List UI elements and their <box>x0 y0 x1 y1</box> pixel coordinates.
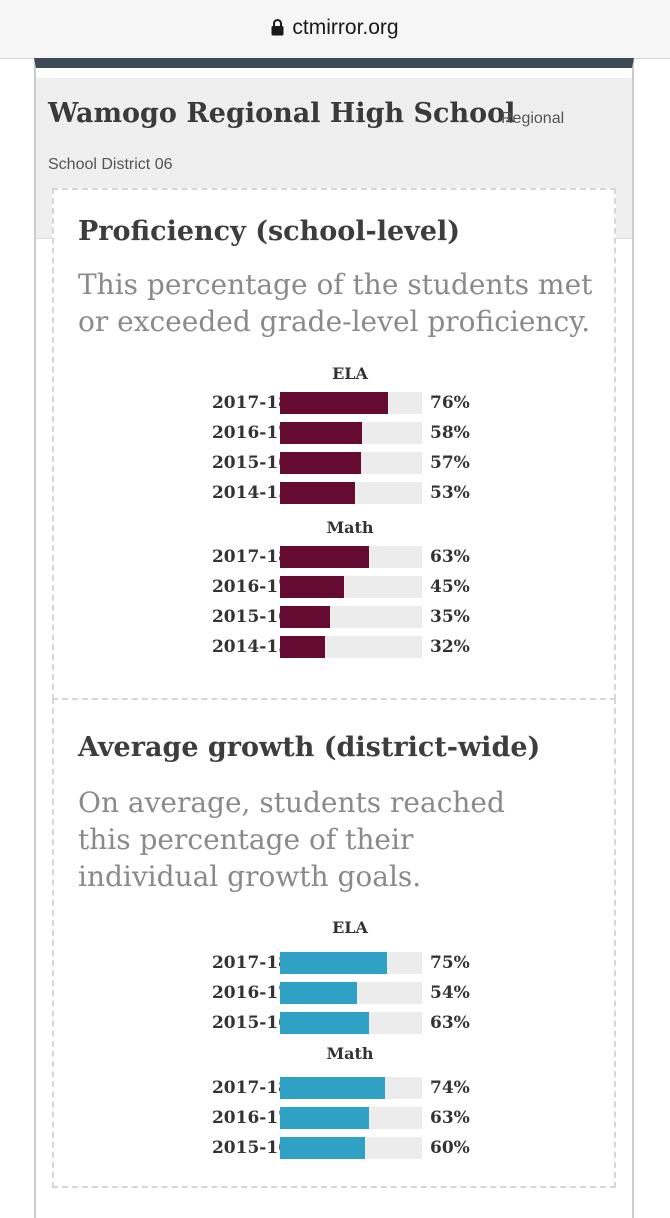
bar-row: 2014-15 32% <box>54 636 614 658</box>
bar-track <box>280 1107 422 1129</box>
bar-track <box>280 422 422 444</box>
subject-label: Math <box>326 1044 374 1063</box>
year-label: 2016-17 <box>211 1108 290 1128</box>
value-label: 53% <box>430 483 470 503</box>
bar-track <box>280 482 422 504</box>
year-label: 2016-17 <box>211 983 290 1003</box>
bar-row: 2016-17 58% <box>54 422 614 444</box>
bar-row: 2016-17 63% <box>54 1107 614 1129</box>
section-title: Proficiency (school-level) <box>78 216 461 247</box>
value-label: 35% <box>430 607 470 627</box>
bar-row: 2014-15 53% <box>54 482 614 504</box>
url-text: ctmirror.org <box>292 16 399 39</box>
bar-track <box>280 1077 422 1099</box>
value-label: 58% <box>430 423 470 443</box>
bar-track <box>280 952 422 974</box>
bar-fill <box>280 1012 370 1034</box>
section-description: On average, students reached this percen… <box>78 786 505 893</box>
bar-track <box>280 1012 422 1034</box>
subject-label: Math <box>326 518 374 537</box>
bar-fill <box>280 636 326 658</box>
bar-fill <box>280 482 356 504</box>
value-label: 63% <box>430 1013 470 1033</box>
bar-track <box>280 546 422 568</box>
bar-track <box>280 636 422 658</box>
year-label: 2016-17 <box>211 423 290 443</box>
district-name-part1: Regional <box>501 110 565 127</box>
subject-label: ELA <box>332 918 368 937</box>
url-display[interactable]: ctmirror.org <box>0 16 670 42</box>
bar-row: 2015-16 60% <box>54 1137 614 1159</box>
bar-row: 2016-17 54% <box>54 982 614 1004</box>
bar-fill <box>280 576 344 598</box>
bar-fill <box>280 392 388 414</box>
value-label: 63% <box>430 547 470 567</box>
bar-fill <box>280 452 361 474</box>
bar-row: 2015-16 63% <box>54 1012 614 1034</box>
bar-fill <box>280 606 330 628</box>
value-label: 63% <box>430 1108 470 1128</box>
bar-row: 2017-18 74% <box>54 1077 614 1099</box>
proficiency-panel: Proficiency (school-level) This percenta… <box>52 188 616 700</box>
value-label: 54% <box>430 983 470 1003</box>
value-label: 75% <box>430 953 470 973</box>
bar-fill <box>280 422 363 444</box>
year-label: 2017-18 <box>211 547 290 567</box>
value-label: 32% <box>430 637 470 657</box>
bar-fill <box>280 1077 386 1099</box>
value-label: 60% <box>430 1138 470 1158</box>
bar-fill <box>280 1107 370 1129</box>
school-card: Wamogo Regional High School Regional Sch… <box>34 58 634 1218</box>
bar-track <box>280 576 422 598</box>
year-label: 2017-18 <box>211 953 290 973</box>
value-label: 45% <box>430 577 470 597</box>
year-label: 2014-15 <box>211 483 290 503</box>
bar-fill <box>280 1137 366 1159</box>
bar-track <box>280 982 422 1004</box>
year-label: 2016-17 <box>211 577 290 597</box>
bar-track <box>280 392 422 414</box>
year-label: 2015-16 <box>211 607 290 627</box>
bar-row: 2017-18 76% <box>54 392 614 414</box>
year-label: 2017-18 <box>211 1078 290 1098</box>
school-name: Wamogo Regional High School <box>48 98 516 129</box>
bar-fill <box>280 982 357 1004</box>
section-title: Average growth (district-wide) <box>78 732 541 763</box>
year-label: 2015-16 <box>211 1013 290 1033</box>
browser-url-bar[interactable]: ctmirror.org <box>0 0 670 59</box>
bar-row: 2015-16 35% <box>54 606 614 628</box>
bar-row: 2017-18 75% <box>54 952 614 974</box>
growth-panel: Average growth (district-wide) On averag… <box>52 698 616 1188</box>
bar-track <box>280 606 422 628</box>
value-label: 74% <box>430 1078 470 1098</box>
year-label: 2015-16 <box>211 1138 290 1158</box>
bar-row: 2017-18 63% <box>54 546 614 568</box>
subject-label: ELA <box>332 364 368 383</box>
bar-track <box>280 1137 422 1159</box>
bar-fill <box>280 952 387 974</box>
value-label: 76% <box>430 393 470 413</box>
year-label: 2014-15 <box>211 637 290 657</box>
bar-fill <box>280 546 370 568</box>
year-label: 2017-18 <box>211 393 290 413</box>
bar-row: 2016-17 45% <box>54 576 614 598</box>
section-description: This percentage of the students met or e… <box>78 268 593 338</box>
bar-track <box>280 452 422 474</box>
value-label: 57% <box>430 453 470 473</box>
district-name-part2: School District 06 <box>48 156 173 173</box>
year-label: 2015-16 <box>211 453 290 473</box>
bar-row: 2015-16 57% <box>54 452 614 474</box>
lock-icon <box>271 18 284 42</box>
